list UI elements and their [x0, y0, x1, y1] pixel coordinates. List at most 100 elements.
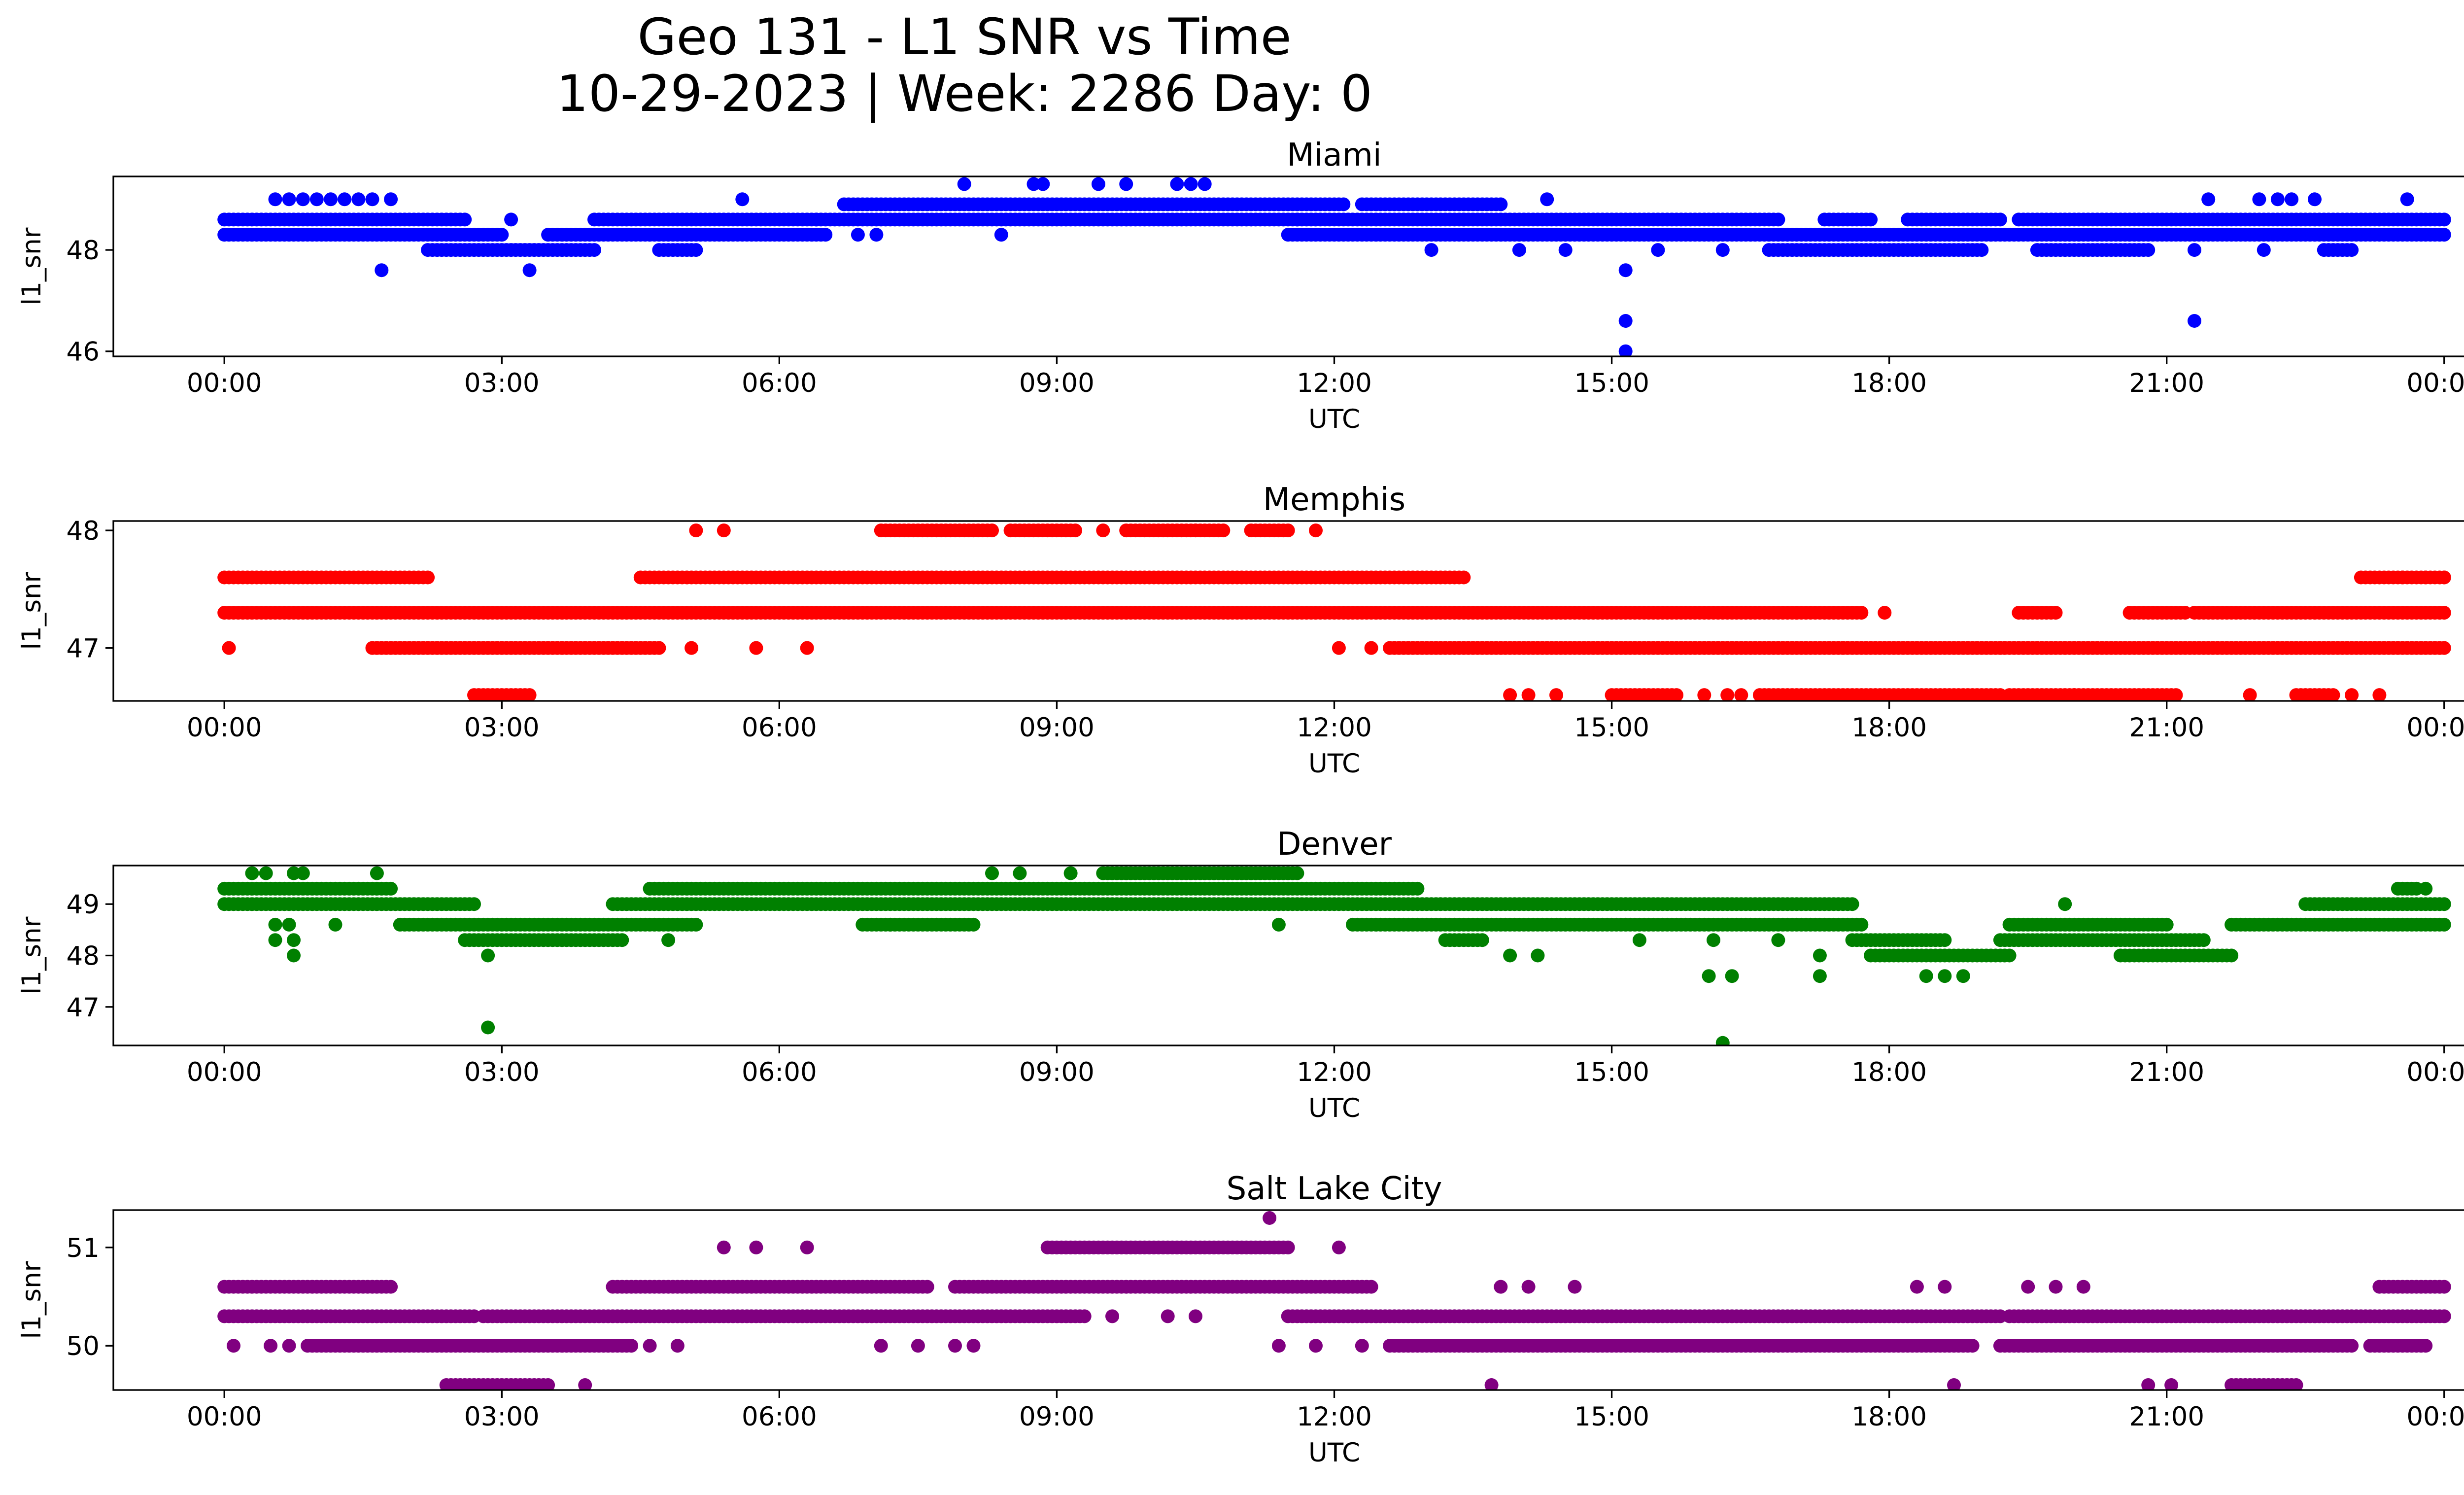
- axes-frame: [112, 1209, 2464, 1391]
- data-point: [1618, 314, 1633, 328]
- y-axis-label: l1_snr: [17, 572, 47, 650]
- data-point: [2243, 688, 2257, 701]
- data-point: [296, 866, 310, 880]
- x-tick-label: 18:00: [1851, 1057, 1927, 1087]
- data-point: [1975, 243, 1989, 257]
- x-tick-label: 12:00: [1297, 368, 1372, 398]
- x-tick-label: 06:00: [742, 1057, 817, 1087]
- data-point: [2437, 897, 2451, 911]
- data-point: [1521, 688, 1536, 701]
- data-point: [2396, 570, 2410, 585]
- data-point: [1938, 1280, 1952, 1294]
- data-point: [504, 212, 518, 227]
- data-point: [1494, 197, 1508, 211]
- x-tick-label: 15:00: [1574, 1402, 1649, 1432]
- scatter-points: [217, 1211, 2451, 1390]
- x-tick-label: 15:00: [1574, 713, 1649, 743]
- data-point: [624, 1339, 639, 1353]
- data-point: [222, 641, 236, 655]
- data-point: [1558, 243, 1573, 257]
- data-point: [735, 192, 750, 207]
- data-point: [1013, 866, 1027, 880]
- data-point: [883, 917, 897, 932]
- data-point: [2141, 1378, 2156, 1390]
- y-tick-label: 47: [67, 993, 100, 1023]
- data-point: [2049, 606, 2063, 620]
- data-point: [1503, 688, 1517, 701]
- data-point: [384, 881, 398, 896]
- data-point: [578, 1378, 592, 1390]
- data-point: [1651, 243, 1665, 257]
- data-point: [1854, 606, 1869, 620]
- data-point: [1707, 933, 1720, 947]
- data-point: [1618, 263, 1633, 278]
- data-point: [1771, 212, 1785, 227]
- data-point: [1813, 969, 1827, 983]
- data-point: [2021, 1280, 2035, 1294]
- data-point: [2437, 1309, 2451, 1323]
- x-tick-label: 06:00: [742, 368, 817, 398]
- data-point: [1170, 177, 1184, 191]
- x-tick-label: 09:00: [1019, 368, 1095, 398]
- data-point: [2285, 192, 2299, 207]
- data-point: [1281, 1240, 1295, 1254]
- data-point: [2419, 1339, 2433, 1353]
- data-point: [966, 917, 981, 932]
- data-point: [689, 243, 703, 257]
- data-point: [1036, 177, 1050, 191]
- data-point: [994, 228, 1008, 242]
- data-point: [1956, 969, 1970, 983]
- x-axis-label: UTC: [1308, 749, 1360, 779]
- data-point: [370, 866, 384, 880]
- data-point: [643, 1339, 657, 1353]
- data-point: [587, 243, 601, 257]
- data-point: [384, 192, 398, 207]
- data-point: [1993, 212, 2007, 227]
- data-point: [541, 1378, 555, 1390]
- x-tick-label: 09:00: [1019, 1402, 1095, 1432]
- data-point: [1503, 948, 1517, 963]
- data-point: [749, 641, 763, 655]
- data-point: [2058, 897, 2072, 911]
- data-point: [282, 192, 296, 207]
- data-point: [268, 917, 282, 932]
- data-point: [2437, 570, 2451, 585]
- x-tick-label: 09:00: [1019, 713, 1095, 743]
- x-tick-label: 18:00: [1851, 713, 1927, 743]
- x-tick-label: 15:00: [1574, 1057, 1649, 1087]
- data-point: [2419, 570, 2433, 585]
- data-point: [1864, 212, 1878, 227]
- data-point: [2141, 243, 2156, 257]
- data-point: [2159, 917, 2174, 932]
- data-point: [1720, 688, 1735, 701]
- data-point: [2076, 1280, 2090, 1294]
- data-point: [481, 1020, 495, 1035]
- scatter-points: [217, 523, 2451, 701]
- data-point: [1271, 1339, 1286, 1353]
- data-point: [2002, 948, 2017, 963]
- data-point: [851, 228, 865, 242]
- data-point: [615, 933, 629, 947]
- data-point: [1878, 606, 1892, 620]
- data-point: [2224, 948, 2239, 963]
- data-point: [481, 948, 495, 963]
- data-point: [1355, 1339, 1369, 1353]
- data-point: [1494, 1280, 1508, 1294]
- data-point: [1734, 688, 1748, 701]
- data-point: [1965, 1339, 1980, 1353]
- data-point: [1854, 917, 1869, 932]
- data-point: [384, 1280, 398, 1294]
- y-axis-label: l1_snr: [17, 1261, 47, 1339]
- figure-title: Geo 131 - L1 SNR vs Time: [638, 8, 1292, 67]
- x-tick-label: 06:00: [742, 713, 817, 743]
- data-point: [2437, 1280, 2451, 1294]
- y-tick-label: 47: [67, 634, 100, 664]
- scatter-points: [217, 866, 2451, 1045]
- data-point: [1063, 866, 1078, 880]
- x-axis-label: UTC: [1308, 404, 1360, 434]
- data-point: [2437, 917, 2451, 932]
